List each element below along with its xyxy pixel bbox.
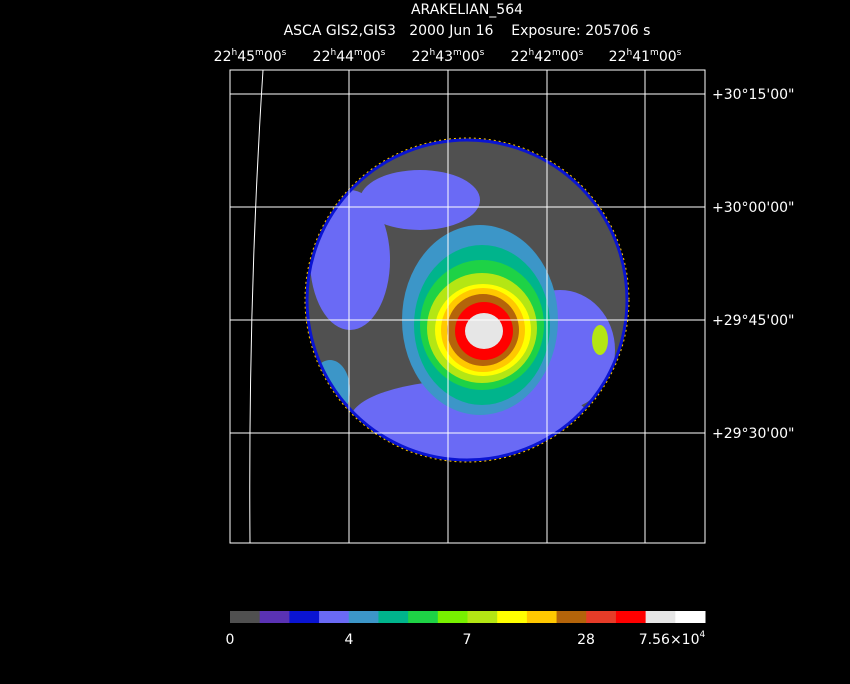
ra-value: 00 bbox=[363, 49, 381, 65]
colorbar-swatch bbox=[467, 611, 498, 623]
colorbar-swatch bbox=[497, 611, 528, 623]
colorbar-swatch bbox=[408, 611, 439, 623]
colorbar-swatch bbox=[378, 611, 409, 623]
ra-unit: m bbox=[650, 48, 659, 58]
colorbar-swatch bbox=[289, 611, 320, 623]
colorbar-label: 4 bbox=[345, 632, 354, 648]
ra-value: 22 bbox=[511, 49, 529, 65]
colorbar-exponent: 4 bbox=[699, 630, 705, 640]
ra-unit: m bbox=[453, 48, 462, 58]
ra-unit: s bbox=[480, 48, 485, 58]
ra-value: 22 bbox=[412, 49, 430, 65]
colorbar-swatch bbox=[437, 611, 468, 623]
ra-unit: h bbox=[528, 48, 534, 58]
colorbar-mantissa: 7.56×10 bbox=[639, 632, 700, 648]
ra-value: 00 bbox=[462, 49, 480, 65]
coordinate-grid bbox=[229, 69, 706, 544]
colorbar-swatch bbox=[556, 611, 587, 623]
ra-value: 41 bbox=[632, 49, 650, 65]
colorbar-label: 7 bbox=[463, 632, 472, 648]
detector-edge bbox=[305, 138, 629, 462]
colorbar-swatch bbox=[645, 611, 676, 623]
colorbar-swatch bbox=[526, 611, 558, 623]
subtitle: ASCA GIS2,GIS3 2000 Jun 16 Exposure: 205… bbox=[284, 23, 651, 39]
colorbar-label: 28 bbox=[577, 632, 595, 648]
colorbar-label: 0 bbox=[226, 632, 235, 648]
ra-label: 22h43m00s bbox=[412, 48, 485, 65]
ra-label: 22h41m00s bbox=[609, 48, 682, 65]
dec-label: +29°30'00" bbox=[712, 426, 794, 442]
colorbar-swatch bbox=[319, 611, 350, 623]
ra-value: 00 bbox=[561, 49, 579, 65]
ra-value: 42 bbox=[534, 49, 552, 65]
ra-unit: s bbox=[282, 48, 287, 58]
ra-unit: s bbox=[381, 48, 386, 58]
ra-unit: h bbox=[231, 48, 237, 58]
colorbar-label: 7.56×104 bbox=[639, 630, 706, 648]
ra-value: 22 bbox=[313, 49, 331, 65]
ra-unit: h bbox=[330, 48, 336, 58]
colorbar-swatch bbox=[615, 611, 647, 623]
colorbar-swatch bbox=[348, 611, 379, 623]
colorbar-swatch bbox=[586, 611, 617, 623]
ra-unit: m bbox=[255, 48, 264, 58]
dec-label: +30°15'00" bbox=[712, 87, 794, 103]
title: ARAKELIAN_564 bbox=[411, 2, 523, 18]
dec-label: +29°45'00" bbox=[712, 313, 794, 329]
ra-value: 00 bbox=[659, 49, 677, 65]
detector-rim bbox=[304, 137, 630, 463]
ra-unit: s bbox=[579, 48, 584, 58]
ra-label: 22h44m00s bbox=[313, 48, 386, 65]
ra-unit: h bbox=[626, 48, 632, 58]
ra-label: 22h42m00s bbox=[511, 48, 584, 65]
ra-value: 44 bbox=[336, 49, 354, 65]
ra-value: 00 bbox=[264, 49, 282, 65]
ra-unit: h bbox=[429, 48, 435, 58]
colorbar-swatch bbox=[675, 611, 706, 623]
ra-unit: m bbox=[354, 48, 363, 58]
colorbar-swatch bbox=[230, 611, 261, 623]
ra-value: 45 bbox=[237, 49, 255, 65]
ra-unit: s bbox=[677, 48, 682, 58]
ra-value: 22 bbox=[214, 49, 232, 65]
ra-value: 43 bbox=[435, 49, 453, 65]
dec-label: +30°00'00" bbox=[712, 200, 794, 216]
ra-label: 22h45m00s bbox=[214, 48, 287, 65]
ra-unit: m bbox=[552, 48, 561, 58]
ra-value: 22 bbox=[609, 49, 627, 65]
colorbar-swatch bbox=[259, 611, 290, 623]
